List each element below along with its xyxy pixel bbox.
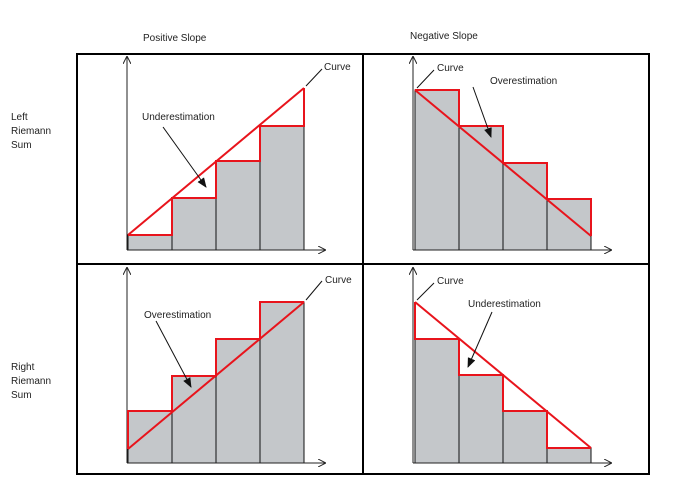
annotation-arrow: [155, 320, 192, 388]
panel-left-sum-negative-slope: Overestimation Curve: [413, 57, 611, 250]
row-header-right-line-2: Riemann: [11, 376, 51, 387]
curve-pointer: [416, 282, 435, 301]
annotation-arrow: [162, 126, 207, 188]
curve-line: [414, 89, 592, 237]
riemann-bar: [414, 338, 460, 464]
riemann-bar: [458, 374, 504, 464]
curve-line: [127, 87, 305, 236]
riemann-bars: [414, 89, 592, 251]
riemann-bar: [171, 197, 217, 251]
row-header-left-riemann-sum: Left Riemann Sum: [11, 112, 51, 151]
panel-right-sum-negative-slope: Underestimation Curve: [413, 268, 611, 463]
row-header-left-line-3: Sum: [11, 140, 32, 151]
row-header-left-line-1: Left: [11, 112, 28, 123]
riemann-bar: [502, 162, 548, 251]
annotation-label: Overestimation: [144, 310, 211, 321]
curve-line: [414, 301, 592, 449]
column-header-positive-slope: Positive Slope: [143, 33, 207, 44]
annotation-label: Overestimation: [490, 76, 557, 87]
curve-label: Curve: [325, 275, 352, 286]
panel-frames: [76, 53, 650, 475]
curve-label: Curve: [437, 276, 464, 287]
row-header-right-riemann-sum: Right Riemann Sum: [11, 362, 51, 401]
annotation-label: Underestimation: [468, 299, 541, 310]
riemann-bars: [127, 301, 305, 464]
panel-frame-bottom-right: [362, 263, 650, 475]
riemann-bar: [259, 301, 305, 464]
axes: [413, 268, 611, 463]
curve-pointer: [416, 69, 435, 89]
annotation-label: Underestimation: [142, 112, 215, 123]
axes: [413, 57, 611, 250]
riemann-bar: [127, 234, 173, 251]
annotation-arrow: [467, 311, 493, 368]
riemann-bar: [259, 125, 305, 251]
riemann-bar: [171, 375, 217, 464]
riemann-bar: [215, 338, 261, 464]
curve-label: Curve: [324, 62, 351, 73]
panel-left-sum-positive-slope: Underestimation Curve: [127, 57, 351, 250]
riemann-bars: [414, 338, 592, 464]
riemann-bar: [546, 198, 592, 251]
row-header-right-line-3: Sum: [11, 390, 32, 401]
axes: [127, 57, 325, 250]
riemann-bar: [546, 447, 592, 464]
riemann-bar: [414, 89, 460, 251]
riemann-bar: [502, 410, 548, 464]
annotation-arrow: [472, 86, 492, 138]
panel-right-sum-positive-slope: Overestimation Curve: [127, 268, 352, 463]
riemann-bar: [215, 160, 261, 251]
row-header-right-line-1: Right: [11, 362, 35, 373]
curve-pointer: [305, 68, 323, 87]
row-header-left-line-2: Riemann: [11, 126, 51, 137]
column-header-negative-slope: Negative Slope: [410, 31, 478, 42]
curve-label: Curve: [437, 63, 464, 74]
curve-line: [127, 301, 305, 450]
curve-pointer: [305, 280, 323, 301]
